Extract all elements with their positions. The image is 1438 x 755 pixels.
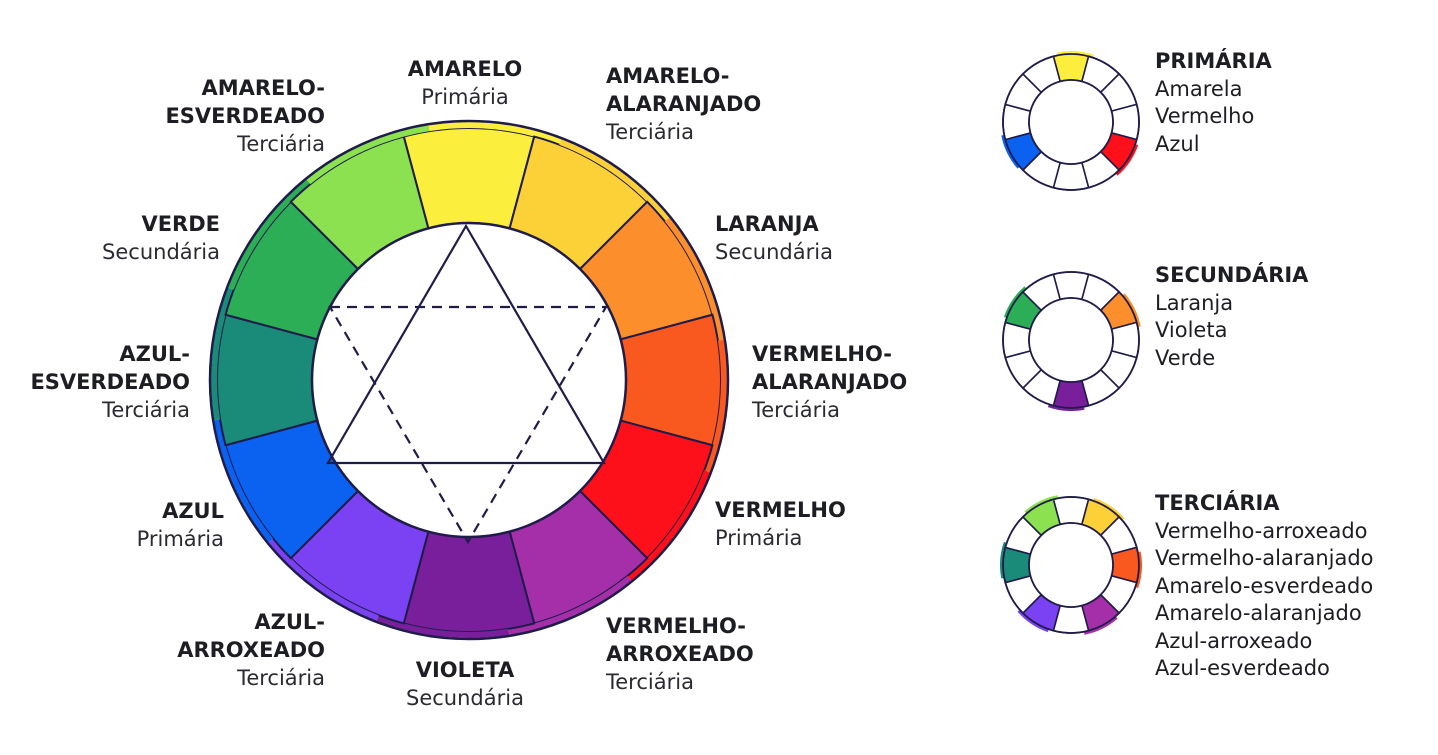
label-azul-name: AZUL (162, 499, 224, 523)
legend-secundaria: SECUNDÁRIA Laranja Violeta Verde (1155, 262, 1308, 372)
label-vermelho-type: Primária (715, 526, 803, 550)
label-amarelo: AMARELO Primária (385, 55, 545, 111)
legend-item: Vermelho-arroxeado (1155, 518, 1368, 543)
label-laranja-type: Secundária (715, 240, 833, 264)
color-wheel (208, 119, 730, 641)
label-amarelo-alaranjado: AMARELO- ALARANJADO Terciária (606, 62, 836, 146)
label-vermelho-arroxeado-name: VERMELHO- ARROXEADO (606, 614, 754, 666)
rim-accent-azul-esverdeado (211, 287, 234, 421)
label-azul-arroxeado-type: Terciária (237, 666, 325, 690)
mini-wheel-primaria (1001, 51, 1140, 191)
mini-outer-circle (1002, 271, 1140, 409)
legend-item: Azul-arroxeado (1155, 628, 1313, 653)
legend-item: Amarela (1155, 76, 1243, 101)
legend-item: Azul-esverdeado (1155, 656, 1330, 680)
label-verde-type: Secundária (102, 240, 220, 264)
label-laranja-name: LARANJA (715, 212, 819, 236)
mini-inner-circle (1028, 297, 1114, 383)
rim-accent-vermelho-arroxeado (508, 575, 632, 635)
label-azul-arroxeado-name: AZUL- ARROXEADO (177, 610, 325, 662)
legend-item: Vermelho (1155, 104, 1255, 128)
legend-secundaria-title: SECUNDÁRIA (1155, 263, 1309, 287)
rim-accent-violeta (376, 615, 510, 638)
label-vermelho: VERMELHO Primária (715, 496, 915, 552)
wheel-segments (211, 122, 727, 638)
mini-wheel-terciaria (1000, 495, 1142, 635)
label-vermelho-name: VERMELHO (715, 498, 846, 522)
legend-terciaria: TERCIÁRIA Vermelho-arroxeado Vermelho-al… (1155, 490, 1374, 683)
rim-accent-vermelho-alaranjado (704, 339, 727, 473)
legend-item: Vermelho-alaranjado (1155, 546, 1374, 570)
label-azul-esverdeado-name: AZUL- ESVERDEADO (30, 342, 190, 394)
legend-item: Amarelo-esverdeado (1155, 573, 1374, 598)
label-laranja: LARANJA Secundária (715, 210, 915, 266)
legend-item: Violeta (1155, 318, 1228, 342)
primary-triangle (326, 223, 606, 465)
mini-inner-circle (1028, 522, 1114, 608)
mini-outer-circle (1002, 496, 1140, 634)
label-azul-type: Primária (136, 527, 224, 551)
mini-outer-circle (1002, 53, 1140, 191)
label-amarelo-type: Primária (421, 85, 509, 109)
label-vermelho-arroxeado: VERMELHO- ARROXEADO Terciária (606, 612, 836, 696)
label-vermelho-alaranjado: VERMELHO- ALARANJADO Terciária (752, 340, 937, 424)
label-amarelo-esverdeado: AMARELO- ESVERDEADO Terciária (95, 74, 325, 158)
label-azul-esverdeado: AZUL- ESVERDEADO Terciária (4, 340, 190, 424)
label-vermelho-alaranjado-name: VERMELHO- ALARANJADO (752, 342, 908, 394)
legend-item: Amarelo-alaranjado (1155, 601, 1362, 625)
mini-inner-circle (1028, 79, 1114, 165)
legend-item: Laranja (1155, 290, 1234, 315)
label-amarelo-alaranjado-name: AMARELO- ALARANJADO (606, 64, 762, 116)
label-violeta-type: Secundária (406, 686, 524, 710)
legend-primaria: PRIMÁRIA Amarela Vermelho Azul (1155, 48, 1272, 158)
label-azul: AZUL Primária (40, 497, 224, 553)
secondary-triangle (328, 305, 608, 545)
legend-primaria-title: PRIMÁRIA (1155, 49, 1272, 73)
rim-accent-laranja (664, 217, 724, 341)
wheel-outer-circle (208, 119, 730, 641)
rim-accent-azul (214, 419, 274, 543)
label-azul-esverdeado-type: Terciária (102, 398, 190, 422)
legend-item: Verde (1155, 345, 1216, 370)
label-violeta-name: VIOLETA (415, 658, 515, 682)
label-vermelho-arroxeado-type: Terciária (606, 670, 694, 694)
label-amarelo-esverdeado-name: AMARELO- ESVERDEADO (165, 76, 325, 128)
rim-accent-amarelo-esverdeado (306, 125, 430, 185)
label-amarelo-name: AMARELO (407, 57, 523, 81)
wheel-inner-circle (310, 221, 628, 539)
label-azul-arroxeado: AZUL- ARROXEADO Terciária (105, 608, 325, 692)
label-vermelho-alaranjado-type: Terciária (752, 398, 840, 422)
label-verde-name: VERDE (141, 212, 220, 236)
label-violeta: VIOLETA Secundária (375, 656, 555, 712)
label-amarelo-esverdeado-type: Terciária (237, 132, 325, 156)
label-verde: VERDE Secundária (40, 210, 220, 266)
rim-accent-amarelo (428, 122, 562, 145)
legend-item: Azul (1155, 131, 1200, 156)
mini-wheel-secundaria (1002, 271, 1141, 411)
label-amarelo-alaranjado-type: Terciária (606, 120, 694, 144)
legend-terciaria-title: TERCIÁRIA (1155, 491, 1280, 515)
